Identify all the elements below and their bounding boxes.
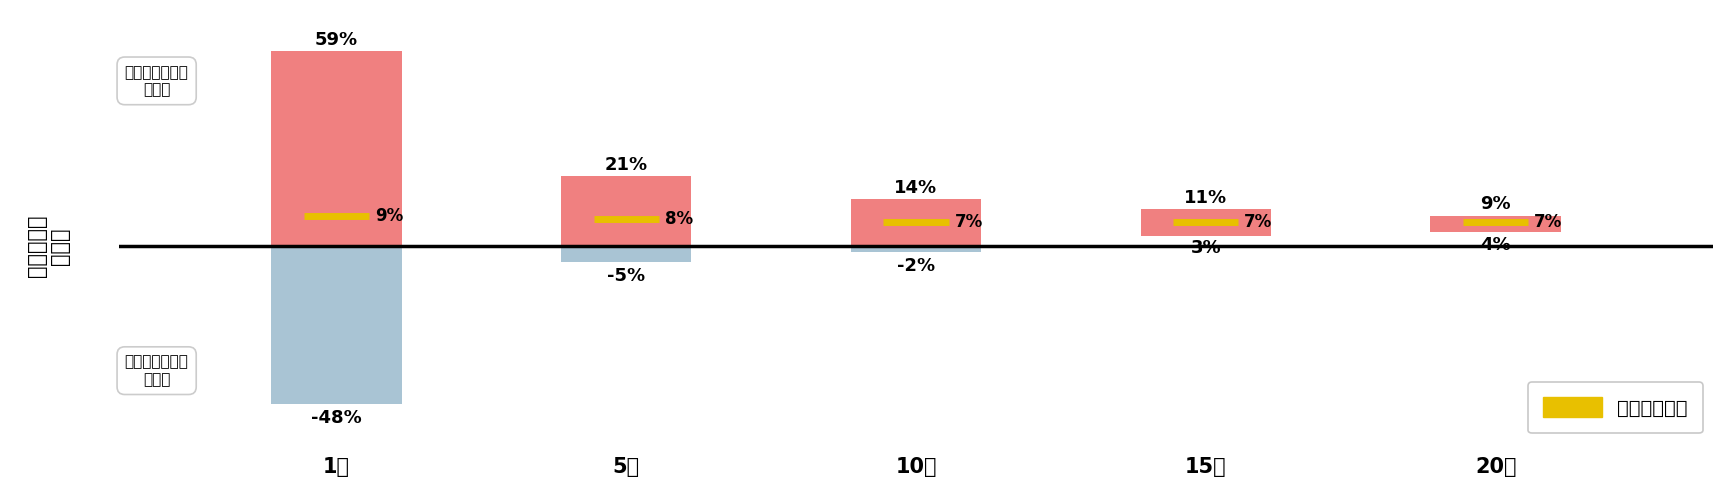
Bar <box>850 246 982 252</box>
Bar <box>850 199 982 246</box>
Text: 7%: 7% <box>1534 214 1562 231</box>
Text: 7%: 7% <box>954 214 983 231</box>
Text: 4%: 4% <box>1481 236 1510 254</box>
Text: 11%: 11% <box>1184 188 1227 207</box>
Text: リターンの
振れ幅: リターンの 振れ幅 <box>26 215 69 277</box>
Text: 59%: 59% <box>314 31 358 49</box>
Text: 7%: 7% <box>1244 214 1272 231</box>
Legend: 平均リターン: 平均リターン <box>1528 382 1704 433</box>
Text: 年率リターンの
最小値: 年率リターンの 最小値 <box>124 354 188 387</box>
Text: 年率リターンの
最大値: 年率リターンの 最大値 <box>124 64 188 97</box>
Bar <box>271 51 401 246</box>
Text: 3%: 3% <box>1191 239 1222 257</box>
Bar <box>1140 209 1272 236</box>
Text: -48%: -48% <box>311 408 361 427</box>
Bar <box>562 176 691 246</box>
Text: 9%: 9% <box>375 207 403 225</box>
Text: 9%: 9% <box>1481 195 1510 213</box>
Text: -2%: -2% <box>897 257 935 275</box>
Bar <box>1431 216 1560 232</box>
Text: -5%: -5% <box>607 267 645 285</box>
Text: 14%: 14% <box>895 179 938 197</box>
Text: 21%: 21% <box>605 156 648 174</box>
Text: 8%: 8% <box>665 210 693 228</box>
Bar <box>562 246 691 262</box>
Bar <box>271 246 401 403</box>
